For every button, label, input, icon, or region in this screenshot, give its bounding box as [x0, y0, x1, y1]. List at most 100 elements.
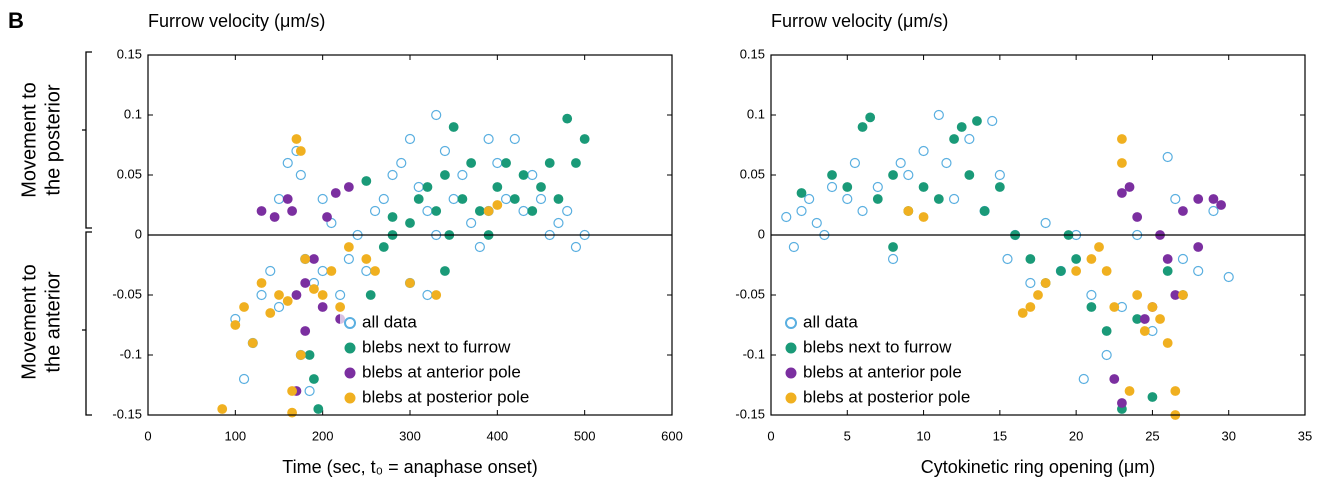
point — [440, 170, 450, 180]
point — [918, 145, 929, 157]
point — [343, 242, 354, 252]
point — [265, 308, 276, 318]
point — [483, 133, 494, 145]
point — [282, 157, 293, 169]
point — [1178, 206, 1188, 216]
point — [378, 242, 389, 252]
point — [872, 181, 883, 193]
legend-bg — [781, 387, 1001, 409]
x-tick-label: 500 — [574, 428, 596, 443]
point — [949, 134, 959, 144]
point — [300, 278, 311, 288]
x-tick-label: 30 — [1221, 428, 1235, 443]
point — [365, 290, 376, 300]
point — [287, 407, 298, 418]
point — [330, 188, 341, 198]
point — [483, 206, 494, 216]
point — [933, 194, 944, 204]
x-tick-label: 15 — [993, 428, 1007, 443]
legend-marker — [344, 367, 356, 379]
legend-marker — [785, 342, 797, 354]
point — [1193, 194, 1204, 204]
point — [291, 290, 302, 300]
point — [1040, 278, 1051, 288]
point — [509, 194, 520, 204]
legend-label: blebs next to furrow — [362, 337, 511, 356]
point — [553, 194, 564, 204]
point — [309, 374, 319, 384]
point — [1033, 290, 1043, 300]
point — [827, 170, 837, 180]
annotation: the posterior — [42, 84, 64, 196]
point — [1208, 194, 1219, 204]
point — [509, 133, 520, 145]
point — [887, 253, 899, 265]
point — [500, 193, 512, 205]
point — [964, 170, 975, 180]
chart-title: Furrow velocity (μm/s) — [148, 11, 325, 31]
point — [796, 188, 807, 198]
point — [422, 205, 433, 217]
panel-label: B — [8, 8, 24, 33]
point — [562, 113, 573, 124]
point — [1086, 289, 1097, 301]
x-tick-label: 5 — [844, 428, 851, 443]
point — [865, 112, 876, 123]
point — [579, 134, 590, 144]
legend-bg — [781, 312, 1001, 334]
point — [492, 200, 503, 210]
legend-bg — [781, 362, 1001, 384]
points — [217, 109, 590, 418]
y-tick-label: 0 — [135, 226, 142, 241]
point — [895, 157, 906, 169]
point — [387, 169, 398, 181]
point — [317, 302, 328, 312]
y-tick-label: 0.1 — [124, 106, 142, 121]
point — [842, 193, 853, 205]
point — [309, 284, 319, 294]
point — [1117, 158, 1127, 168]
point — [457, 169, 468, 181]
point — [1177, 253, 1189, 265]
plot-frame — [147, 54, 673, 416]
point — [431, 206, 442, 216]
point — [326, 266, 337, 276]
point — [553, 217, 564, 229]
legend-bg — [340, 337, 560, 359]
point — [987, 115, 998, 127]
point — [1002, 253, 1013, 265]
point — [933, 109, 944, 121]
point — [527, 206, 538, 216]
point — [535, 193, 547, 205]
point — [405, 218, 415, 228]
point — [1071, 254, 1082, 264]
point — [1071, 266, 1082, 276]
point — [888, 242, 898, 252]
point — [492, 182, 503, 192]
point — [1086, 302, 1097, 312]
legend-label: blebs at posterior pole — [362, 387, 529, 406]
point — [1132, 290, 1143, 300]
point — [405, 278, 415, 288]
point — [313, 404, 324, 414]
legend-label: blebs at anterior pole — [362, 362, 521, 381]
point — [317, 265, 328, 277]
point — [1055, 266, 1066, 276]
point — [1147, 392, 1158, 402]
point — [518, 170, 529, 180]
point — [941, 157, 952, 169]
point — [570, 241, 582, 253]
point — [1124, 182, 1135, 192]
point — [1101, 326, 1112, 336]
point — [1017, 308, 1028, 318]
point — [1162, 254, 1173, 264]
point — [804, 193, 815, 205]
point — [972, 116, 982, 126]
point — [282, 296, 293, 306]
y-tick-label: -0.05 — [735, 286, 765, 301]
legend-label: all data — [803, 312, 858, 331]
legend-label: blebs at posterior pole — [803, 387, 970, 406]
x-tick-label: 25 — [1145, 428, 1159, 443]
point — [1162, 338, 1173, 348]
point — [273, 301, 285, 313]
